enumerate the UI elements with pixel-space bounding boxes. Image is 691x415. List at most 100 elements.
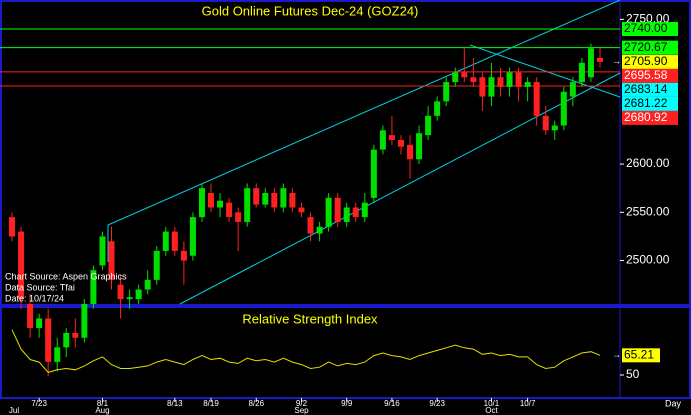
price-label-box: [622, 110, 678, 125]
candle-body: [587, 48, 594, 78]
x-tick-label: 8/19: [203, 399, 219, 408]
candle-body: [63, 332, 70, 348]
candle-body: [325, 197, 332, 227]
candle-body: [434, 101, 441, 116]
x-tick-label: 8/1: [97, 399, 109, 408]
candle-body: [244, 188, 251, 222]
candle-body: [235, 212, 242, 222]
price-panel-frame: [0, 0, 691, 306]
candle-body: [54, 347, 61, 362]
candle-body: [72, 332, 79, 338]
price-label-box: [622, 40, 678, 55]
trend-line: [107, 0, 621, 226]
candle-body: [388, 135, 395, 140]
y-tick-label: 2500.00: [626, 253, 670, 267]
price-label-box: [622, 22, 678, 37]
candle-body: [461, 72, 468, 78]
candle-body: [578, 62, 585, 83]
candle-body: [370, 149, 377, 198]
candle-body: [198, 188, 205, 218]
candle-body: [144, 279, 151, 290]
price-label-box: [622, 54, 678, 69]
candle-body: [208, 193, 215, 208]
x-tick-label: 9/9: [341, 399, 353, 408]
price-label: 2681.22: [624, 96, 668, 110]
candle-body: [524, 82, 531, 87]
y-tick-label: 2550.00: [626, 204, 670, 218]
arrow-marker: →: [612, 56, 621, 66]
x-tick-label: 9/23: [429, 399, 445, 408]
candle-body: [397, 139, 404, 147]
candle-body: [506, 72, 513, 87]
candle-body: [226, 202, 233, 218]
x-tick-label: 8/13: [167, 399, 183, 408]
candle-body: [515, 72, 522, 87]
candle-body: [262, 193, 269, 205]
candle-body: [533, 82, 540, 116]
trend-line: [469, 44, 621, 98]
trend-line: [179, 72, 621, 305]
candle-body: [27, 303, 34, 329]
price-label: 2705.90: [624, 54, 668, 68]
price-label: 2695.58: [624, 68, 668, 82]
rsi-panel-frame: [0, 306, 691, 399]
candle-body: [135, 289, 142, 300]
candle-body: [597, 57, 603, 62]
candle-body: [497, 77, 504, 87]
candle-body: [298, 207, 305, 213]
candle-body: [18, 231, 25, 300]
price-label: 2720.67: [624, 40, 668, 54]
candle-body: [280, 188, 287, 208]
candle-body: [343, 207, 350, 222]
candle-body: [171, 231, 178, 251]
price-label: 2740.00: [624, 21, 668, 35]
rsi-value-box: [622, 348, 660, 363]
y-tick-label: 50: [626, 367, 640, 381]
candle-body: [560, 91, 567, 126]
x-tick-label: 10/7: [520, 399, 536, 408]
candle-body: [217, 200, 224, 208]
month-label: Aug: [95, 406, 109, 415]
price-label-box: [622, 68, 678, 83]
price-label: 2683.14: [624, 82, 668, 96]
candle-body: [416, 133, 423, 160]
candle-body: [9, 217, 15, 237]
candle-body: [81, 303, 88, 338]
y-tick-label: 2600.00: [626, 156, 670, 170]
x-tick-label: 8/26: [248, 399, 264, 408]
x-tick-label: 10/1: [484, 399, 500, 408]
candle-body: [379, 130, 386, 150]
candle-body: [542, 115, 549, 131]
candle-body: [479, 77, 486, 97]
candle-body: [45, 318, 52, 362]
price-label-box: [622, 96, 678, 111]
candle-body: [153, 250, 160, 280]
candle-body: [316, 226, 323, 234]
x-tick-label: 9/2: [296, 399, 308, 408]
month-label: Oct: [485, 406, 498, 415]
source-note: Date: 10/17/24: [5, 293, 64, 303]
candle-body: [551, 125, 558, 131]
arrow-marker: →: [612, 350, 621, 360]
candle-body: [36, 318, 43, 329]
candle-body: [271, 193, 278, 208]
rsi-title: Relative Strength Index: [242, 311, 378, 326]
candle-body: [452, 72, 459, 83]
candle-body: [90, 270, 97, 304]
month-label: Sep: [294, 406, 309, 415]
candle-body: [425, 115, 432, 136]
chart-title: Gold Online Futures Dec-24 (GOZ24): [202, 3, 419, 18]
candle-body: [253, 188, 260, 205]
x-tick-label: 7/23: [31, 399, 47, 408]
price-label: 2680.92: [624, 110, 668, 124]
price-label-box: [622, 82, 678, 97]
candle-body: [470, 77, 477, 83]
rsi-line: [11, 329, 601, 373]
candle-body: [307, 217, 314, 234]
month-label: Jul: [9, 406, 19, 415]
candle-body: [289, 193, 296, 208]
candle-body: [352, 207, 359, 218]
